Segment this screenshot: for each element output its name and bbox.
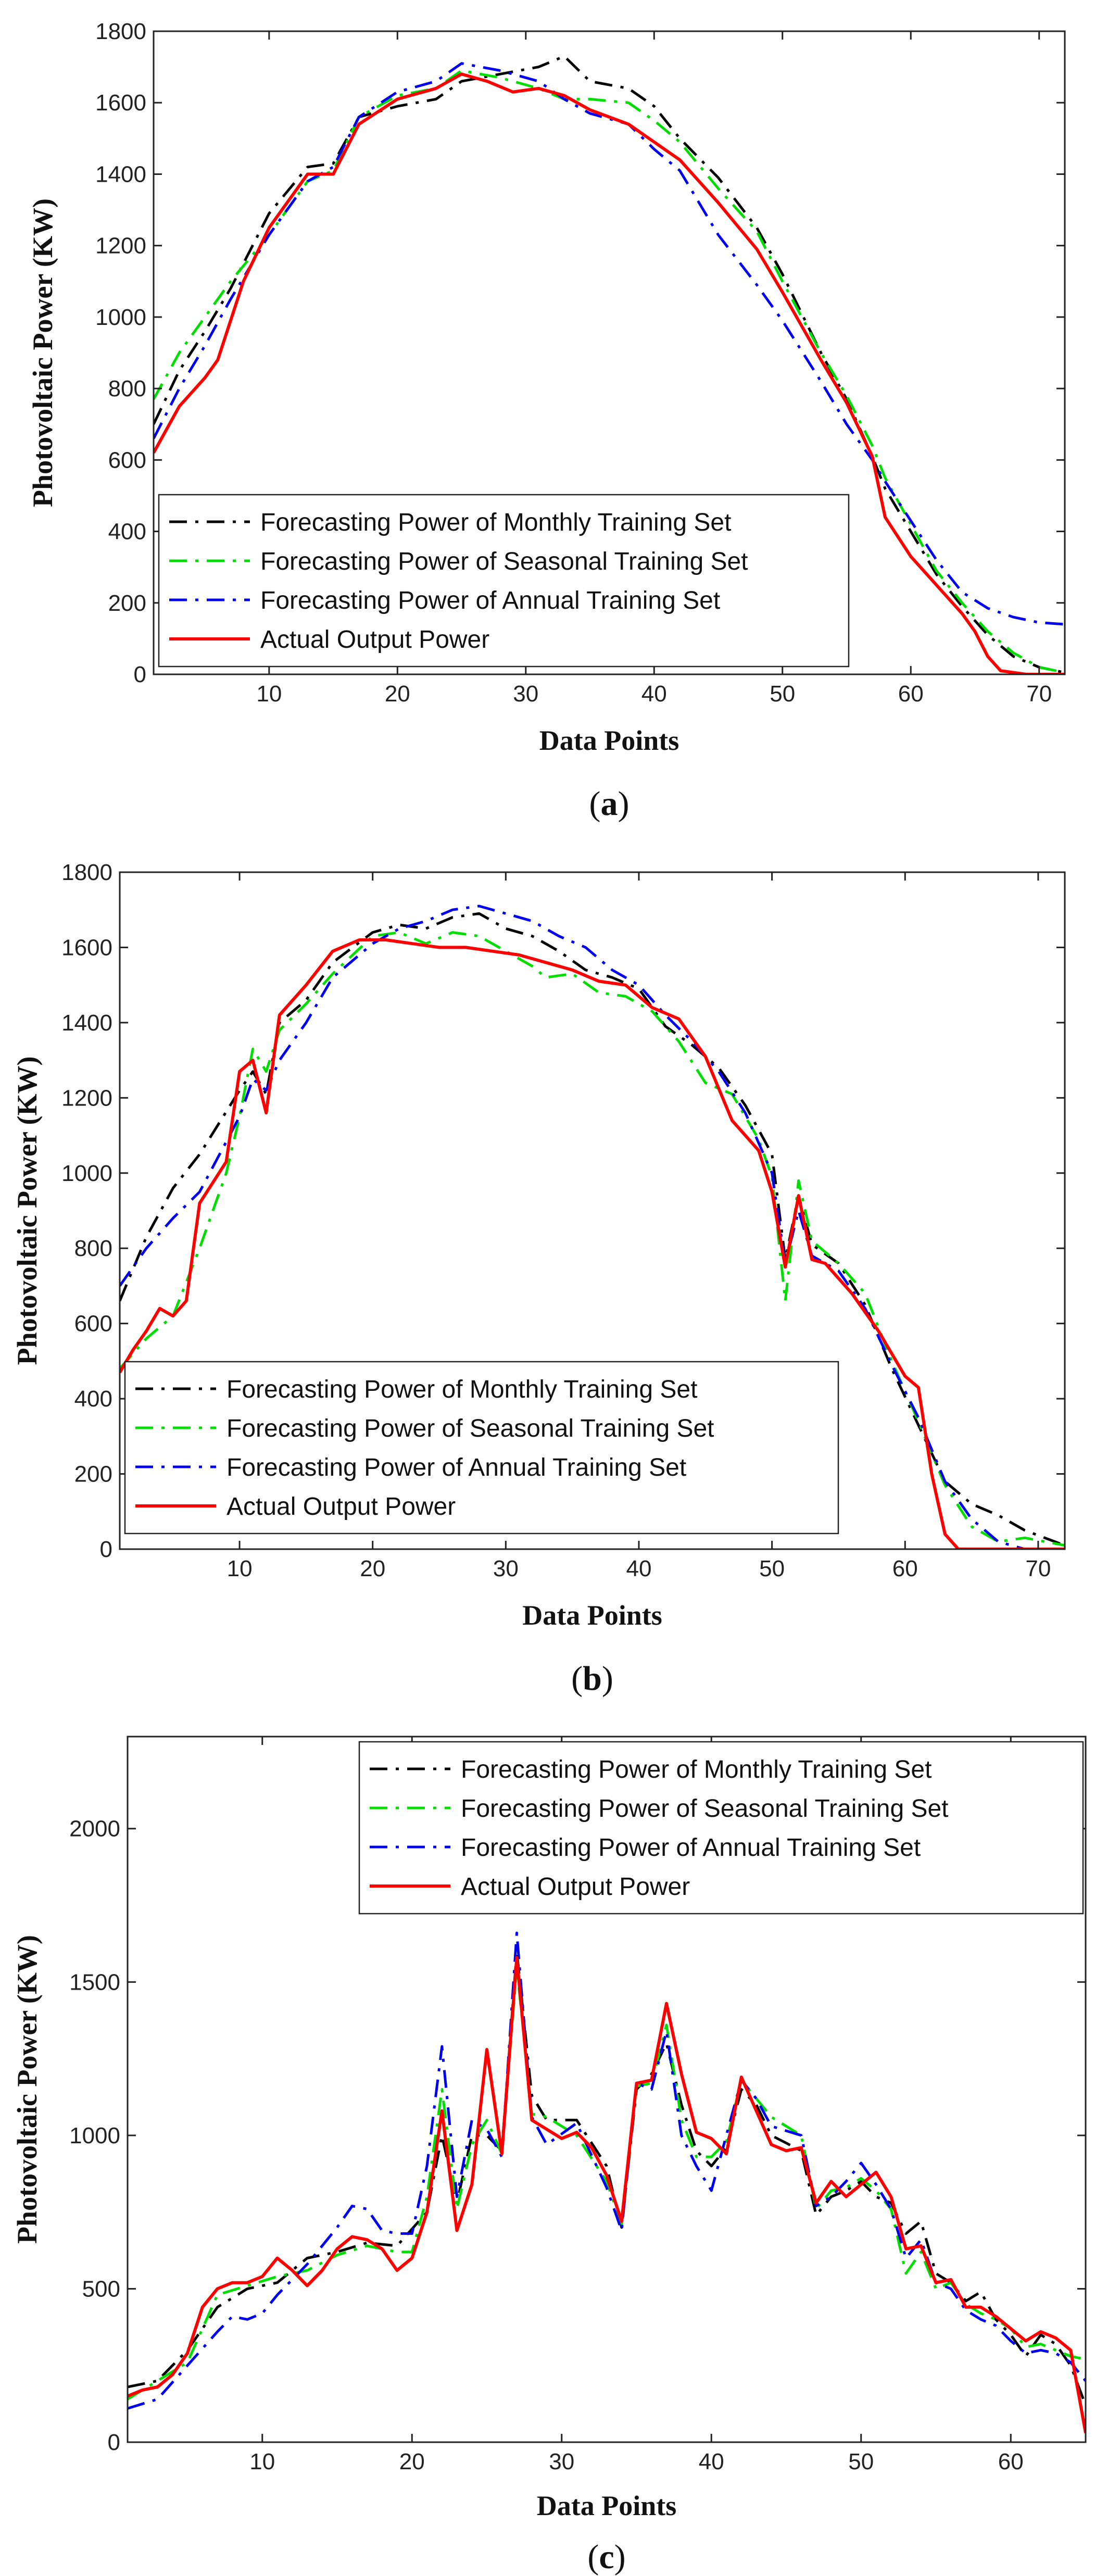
chart-a: 10 20 30 40 50 60 70 0 200 400 600 800 1000 1200 1400 1… bbox=[27, 19, 1066, 823]
y-tick-label: 0 bbox=[108, 2430, 120, 2455]
caption-open-paren: ( bbox=[571, 1660, 583, 1698]
legend-entry-2: Forecasting Power of Seasonal Training S… bbox=[461, 1795, 949, 1823]
series-line-2 bbox=[128, 1965, 1086, 2401]
legend-entry-4: Actual Output Power bbox=[226, 1493, 456, 1521]
x-tick-label: 60 bbox=[892, 1556, 918, 1581]
x-tick-label: 30 bbox=[549, 2449, 574, 2474]
caption-letter: a bbox=[601, 785, 618, 823]
caption-close-paren: ) bbox=[614, 2538, 626, 2576]
legend-box bbox=[358, 1741, 1084, 1915]
x-tick-label: 20 bbox=[399, 2449, 425, 2474]
y-axis-label: Photovoltaic Power (KW) bbox=[27, 198, 58, 507]
legend-entry-1: Forecasting Power of Monthly Training Se… bbox=[226, 1376, 697, 1403]
y-tick-label: 1800 bbox=[61, 860, 112, 885]
y-tick-label: 400 bbox=[74, 1386, 112, 1412]
plot-frame bbox=[153, 30, 1066, 675]
y-tick-label: 1400 bbox=[95, 161, 146, 187]
y-tick-label: 1400 bbox=[61, 1010, 112, 1036]
caption-close-paren: ) bbox=[618, 785, 630, 823]
x-tick-label: 50 bbox=[759, 1556, 785, 1581]
x-axis-label: Data Points bbox=[522, 1600, 662, 1631]
y-tick-label: 1500 bbox=[69, 1969, 120, 1995]
x-tick-label: 50 bbox=[770, 681, 795, 707]
y-tick-label: 1000 bbox=[61, 1161, 112, 1186]
x-tick-label: 40 bbox=[699, 2449, 724, 2474]
legend-entry-1: Forecasting Power of Monthly Training Se… bbox=[260, 509, 731, 536]
x-tick-label: 20 bbox=[360, 1556, 385, 1581]
x-axis-label: Data Points bbox=[539, 725, 679, 756]
series-line-3 bbox=[128, 1931, 1086, 2410]
plot-frame bbox=[119, 871, 1066, 1550]
plot-frame bbox=[127, 1736, 1087, 2443]
y-tick-label: 1000 bbox=[95, 305, 146, 330]
panel-caption: (a) bbox=[589, 785, 630, 823]
x-tick-label: 20 bbox=[385, 681, 410, 707]
series-line-1 bbox=[154, 55, 1065, 674]
panel-caption: (b) bbox=[571, 1660, 613, 1698]
y-tick-label: 1200 bbox=[61, 1085, 112, 1111]
series-line-4 bbox=[128, 1956, 1086, 2433]
legend-entry-1: Forecasting Power of Monthly Training Se… bbox=[461, 1756, 932, 1783]
caption-letter: b bbox=[583, 1660, 602, 1698]
y-tick-label: 0 bbox=[134, 662, 146, 687]
x-tick-label: 10 bbox=[249, 2449, 275, 2474]
legend: Forecasting Power of Monthly Training Se… bbox=[124, 1361, 839, 1535]
series-line-4 bbox=[120, 938, 1065, 1549]
y-tick-label: 2000 bbox=[69, 1816, 120, 1842]
x-tick-label: 30 bbox=[493, 1556, 519, 1581]
y-tick-label: 0 bbox=[100, 1537, 112, 1562]
x-tick-label: 40 bbox=[626, 1556, 651, 1581]
series-line-2 bbox=[120, 931, 1065, 1547]
series-line-3 bbox=[154, 62, 1065, 626]
series-line-4 bbox=[154, 72, 1065, 674]
chart-c: 10 20 30 40 50 60 0 500 1000 1500 2000 Data Points P… bbox=[11, 1736, 1087, 2576]
caption-open-paren: ( bbox=[589, 785, 601, 823]
y-tick-label: 800 bbox=[74, 1236, 112, 1261]
caption-letter: c bbox=[599, 2538, 614, 2576]
x-tick-label: 40 bbox=[641, 681, 667, 707]
y-tick-label: 600 bbox=[74, 1311, 112, 1337]
y-tick-label: 500 bbox=[82, 2276, 120, 2302]
y-tick-label: 1200 bbox=[95, 233, 146, 259]
y-tick-label: 800 bbox=[108, 376, 146, 401]
y-tick-label: 600 bbox=[108, 447, 146, 473]
caption-close-paren: ) bbox=[602, 1660, 613, 1698]
legend-box bbox=[158, 494, 850, 668]
y-tick-label: 1000 bbox=[69, 2123, 120, 2148]
legend-entry-3: Forecasting Power of Annual Training Set bbox=[260, 587, 720, 614]
x-tick-label: 60 bbox=[998, 2449, 1024, 2474]
legend-entry-2: Forecasting Power of Seasonal Training S… bbox=[226, 1415, 714, 1442]
y-tick-label: 1600 bbox=[61, 935, 112, 960]
legend-entry-2: Forecasting Power of Seasonal Training S… bbox=[260, 548, 748, 575]
panel-caption: (c) bbox=[587, 2538, 625, 2576]
legend-entry-3: Forecasting Power of Annual Training Set bbox=[226, 1454, 686, 1481]
legend-box bbox=[124, 1361, 839, 1535]
y-axis-label: Photovoltaic Power (KW) bbox=[11, 1935, 43, 2244]
x-axis-label: Data Points bbox=[537, 2490, 677, 2521]
x-tick-label: 10 bbox=[227, 1556, 253, 1581]
legend-entry-3: Forecasting Power of Annual Training Set bbox=[461, 1834, 921, 1862]
x-tick-label: 70 bbox=[1026, 681, 1052, 707]
legend-entry-4: Actual Output Power bbox=[461, 1873, 690, 1901]
y-tick-label: 400 bbox=[108, 519, 146, 545]
legend-entry-4: Actual Output Power bbox=[260, 626, 489, 654]
y-tick-label: 1600 bbox=[95, 90, 146, 116]
y-axis-label: Photovoltaic Power (KW) bbox=[11, 1057, 43, 1365]
caption-open-paren: ( bbox=[587, 2538, 599, 2576]
chart-b: 10 20 30 40 50 60 70 0 200 400 600 800 1000 1200 1400 1… bbox=[11, 860, 1066, 1698]
x-tick-label: 30 bbox=[513, 681, 538, 707]
x-tick-label: 50 bbox=[848, 2449, 874, 2474]
x-tick-label: 60 bbox=[898, 681, 924, 707]
y-tick-label: 1800 bbox=[95, 19, 146, 44]
x-tick-label: 70 bbox=[1025, 1556, 1051, 1581]
y-tick-label: 200 bbox=[74, 1462, 112, 1487]
legend: Forecasting Power of Monthly Training Se… bbox=[358, 1741, 1084, 1915]
legend: Forecasting Power of Monthly Training Se… bbox=[158, 494, 850, 668]
y-tick-label: 200 bbox=[108, 590, 146, 616]
x-tick-label: 10 bbox=[256, 681, 282, 707]
